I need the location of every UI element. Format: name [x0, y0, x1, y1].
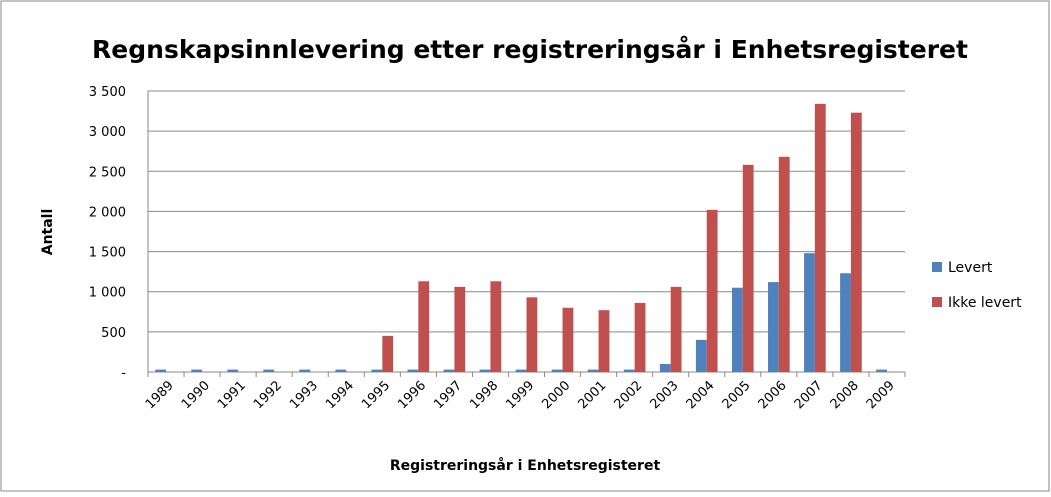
bar [454, 286, 466, 372]
bar [670, 286, 682, 372]
bar [634, 302, 646, 372]
bar [623, 369, 635, 372]
y-tick-label: 3 500 [89, 85, 126, 100]
bar [479, 369, 491, 372]
bar [814, 103, 826, 373]
y-axis-label: Antall [40, 209, 56, 256]
y-tick-label: 2 500 [89, 165, 126, 180]
bar [299, 369, 311, 372]
legend-label: Levert [948, 260, 993, 276]
bar [407, 369, 419, 372]
bar [695, 339, 707, 372]
y-tick-label: 1 000 [89, 286, 126, 301]
bar [227, 369, 239, 372]
x-axis-label: Registreringsår i Enhetsregisteret [390, 457, 661, 474]
bar [804, 253, 815, 372]
bar [706, 209, 718, 372]
bar [587, 369, 599, 372]
bar [515, 369, 527, 372]
bar [526, 297, 538, 372]
legend-label: Ikke levert [948, 295, 1022, 311]
bar [191, 369, 203, 372]
legend-swatch [932, 297, 942, 307]
y-tick-label: - [121, 366, 126, 381]
bar [659, 363, 671, 372]
bar [742, 164, 754, 372]
bar [418, 281, 430, 372]
bar [562, 307, 574, 372]
bar [876, 369, 887, 372]
bar [731, 287, 743, 372]
bar [382, 335, 394, 372]
bar [263, 369, 275, 372]
legend-swatch [932, 262, 942, 272]
bar [155, 369, 167, 372]
bar [850, 112, 862, 373]
y-tick-label: 3 000 [89, 125, 126, 140]
bar [335, 369, 347, 372]
bar [443, 369, 455, 372]
bar [371, 369, 383, 372]
bar [551, 369, 563, 372]
y-tick-label: 1 500 [89, 246, 126, 261]
bar [768, 282, 779, 372]
bar [490, 281, 502, 372]
chart-title: Regnskapsinnlevering etter registrerings… [92, 35, 968, 64]
bar [598, 310, 610, 372]
y-tick-label: 2 000 [89, 205, 126, 220]
y-tick-label: 500 [101, 326, 126, 341]
bar [840, 273, 851, 372]
bar [778, 156, 790, 372]
